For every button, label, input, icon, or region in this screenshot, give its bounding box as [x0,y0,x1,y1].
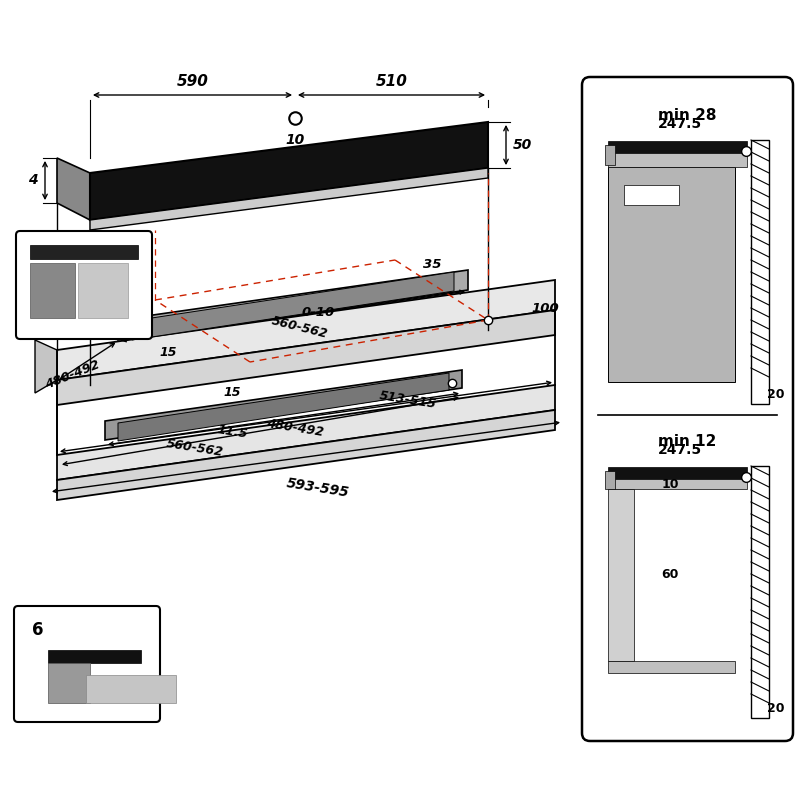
Bar [608,141,747,153]
FancyBboxPatch shape [582,77,793,741]
Text: 513-515: 513-515 [378,389,438,411]
Bar [48,663,90,703]
Bar [608,467,747,479]
Text: 6: 6 [32,621,44,639]
Text: 560-562: 560-562 [270,314,330,342]
Text: 480-492: 480-492 [266,417,325,439]
Text: 35: 35 [422,258,442,271]
Text: 10: 10 [662,478,678,490]
Polygon shape [90,122,488,220]
Text: 590: 590 [177,74,209,90]
Bar [78,263,128,318]
Bar [608,167,735,382]
Polygon shape [57,158,90,220]
Text: 20: 20 [767,389,785,402]
Text: 100: 100 [531,302,559,314]
Bar [608,661,735,673]
Bar [30,245,138,259]
Bar [751,466,769,718]
Text: 593-595: 593-595 [286,476,350,500]
Bar [608,153,747,167]
Bar [30,263,75,318]
Bar [608,479,747,489]
Text: 247.5: 247.5 [658,443,702,457]
Polygon shape [35,340,57,393]
Text: 11.5: 11.5 [216,423,248,441]
Text: 510: 510 [375,74,407,90]
Polygon shape [57,310,555,405]
Text: 10: 10 [286,133,305,147]
Polygon shape [118,270,468,340]
Text: 0-10: 0-10 [302,306,334,318]
Text: 560-562: 560-562 [166,437,225,459]
Text: 50: 50 [512,138,532,152]
Text: 4: 4 [28,174,38,187]
Text: 20: 20 [767,702,785,715]
Bar [605,145,615,165]
Polygon shape [57,385,555,480]
Text: 247.5: 247.5 [658,117,702,131]
Text: min 12: min 12 [658,434,717,449]
Bar [605,471,615,489]
Text: 15: 15 [223,386,241,398]
Text: min 28: min 28 [658,107,717,122]
Text: 60: 60 [662,569,678,582]
FancyBboxPatch shape [14,606,160,722]
Text: 480-492: 480-492 [42,358,102,392]
Bar [86,675,176,703]
Bar [751,140,769,404]
Polygon shape [57,280,555,380]
Polygon shape [57,410,555,500]
Bar [608,489,634,661]
FancyBboxPatch shape [16,231,152,339]
Polygon shape [90,168,488,230]
Polygon shape [132,272,454,340]
Bar [624,185,679,205]
Text: 15: 15 [159,346,177,358]
Bar [48,650,141,663]
Polygon shape [118,373,449,441]
Polygon shape [105,370,462,440]
